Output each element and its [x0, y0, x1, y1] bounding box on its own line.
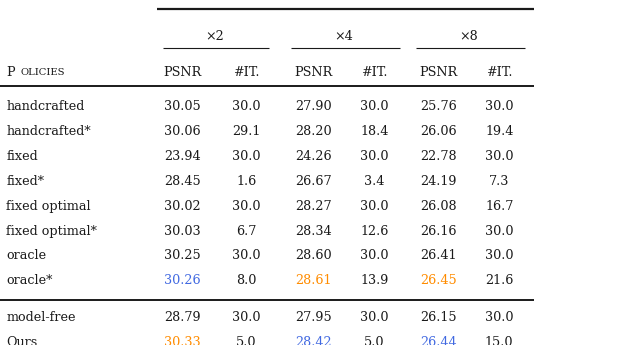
Text: 25.76: 25.76 — [420, 100, 457, 114]
Text: 18.4: 18.4 — [360, 125, 388, 138]
Text: fixed optimal: fixed optimal — [6, 200, 91, 213]
Text: ×8: ×8 — [459, 30, 478, 43]
Text: ×2: ×2 — [205, 30, 224, 43]
Text: 30.05: 30.05 — [164, 100, 201, 114]
Text: 30.02: 30.02 — [164, 200, 201, 213]
Text: 30.0: 30.0 — [485, 150, 513, 163]
Text: 5.0: 5.0 — [236, 336, 257, 345]
Text: 16.7: 16.7 — [485, 200, 513, 213]
Text: 30.0: 30.0 — [485, 225, 513, 238]
Text: 7.3: 7.3 — [489, 175, 509, 188]
Text: 24.19: 24.19 — [420, 175, 457, 188]
Text: #IT.: #IT. — [233, 66, 260, 79]
Text: 30.0: 30.0 — [232, 200, 260, 213]
Text: fixed optimal*: fixed optimal* — [6, 225, 97, 238]
Text: 26.08: 26.08 — [420, 200, 457, 213]
Text: 28.79: 28.79 — [164, 311, 201, 324]
Text: handcrafted: handcrafted — [6, 100, 84, 114]
Text: 24.26: 24.26 — [295, 150, 332, 163]
Text: PSNR: PSNR — [419, 66, 458, 79]
Text: oracle*: oracle* — [6, 274, 52, 287]
Text: 8.0: 8.0 — [236, 274, 257, 287]
Text: 3.4: 3.4 — [364, 175, 385, 188]
Text: 12.6: 12.6 — [360, 225, 388, 238]
Text: fixed: fixed — [6, 150, 38, 163]
Text: 30.0: 30.0 — [360, 200, 388, 213]
Text: 28.34: 28.34 — [295, 225, 332, 238]
Text: fixed*: fixed* — [6, 175, 44, 188]
Text: 30.0: 30.0 — [485, 100, 513, 114]
Text: ×4: ×4 — [334, 30, 353, 43]
Text: 28.60: 28.60 — [295, 249, 332, 263]
Text: 5.0: 5.0 — [364, 336, 385, 345]
Text: 1.6: 1.6 — [236, 175, 257, 188]
Text: 30.0: 30.0 — [360, 100, 388, 114]
Text: 28.61: 28.61 — [295, 274, 332, 287]
Text: #IT.: #IT. — [361, 66, 388, 79]
Text: 30.06: 30.06 — [164, 125, 201, 138]
Text: 30.0: 30.0 — [232, 311, 260, 324]
Text: 30.25: 30.25 — [164, 249, 201, 263]
Text: PSNR: PSNR — [294, 66, 333, 79]
Text: 28.42: 28.42 — [295, 336, 332, 345]
Text: 22.78: 22.78 — [420, 150, 457, 163]
Text: 27.90: 27.90 — [295, 100, 332, 114]
Text: 30.0: 30.0 — [360, 150, 388, 163]
Text: 26.16: 26.16 — [420, 225, 457, 238]
Text: PSNR: PSNR — [163, 66, 202, 79]
Text: 30.0: 30.0 — [360, 249, 388, 263]
Text: 26.06: 26.06 — [420, 125, 457, 138]
Text: 28.20: 28.20 — [295, 125, 332, 138]
Text: 26.45: 26.45 — [420, 274, 457, 287]
Text: 30.0: 30.0 — [485, 249, 513, 263]
Text: 30.0: 30.0 — [232, 150, 260, 163]
Text: 23.94: 23.94 — [164, 150, 201, 163]
Text: 27.95: 27.95 — [295, 311, 332, 324]
Text: 26.15: 26.15 — [420, 311, 457, 324]
Text: 30.26: 30.26 — [164, 274, 201, 287]
Text: 30.03: 30.03 — [164, 225, 201, 238]
Text: 30.0: 30.0 — [232, 249, 260, 263]
Text: 30.0: 30.0 — [360, 311, 388, 324]
Text: 15.0: 15.0 — [485, 336, 513, 345]
Text: OLICIES: OLICIES — [20, 68, 65, 77]
Text: 28.45: 28.45 — [164, 175, 201, 188]
Text: oracle: oracle — [6, 249, 47, 263]
Text: 6.7: 6.7 — [236, 225, 257, 238]
Text: Ours: Ours — [6, 336, 38, 345]
Text: 19.4: 19.4 — [485, 125, 513, 138]
Text: 30.0: 30.0 — [232, 100, 260, 114]
Text: handcrafted*: handcrafted* — [6, 125, 91, 138]
Text: 29.1: 29.1 — [232, 125, 260, 138]
Text: 13.9: 13.9 — [360, 274, 388, 287]
Text: 30.0: 30.0 — [485, 311, 513, 324]
Text: 28.27: 28.27 — [295, 200, 332, 213]
Text: 26.44: 26.44 — [420, 336, 457, 345]
Text: P: P — [6, 66, 15, 79]
Text: 26.41: 26.41 — [420, 249, 457, 263]
Text: #IT.: #IT. — [486, 66, 513, 79]
Text: model-free: model-free — [6, 311, 76, 324]
Text: 21.6: 21.6 — [485, 274, 513, 287]
Text: 30.33: 30.33 — [164, 336, 201, 345]
Text: 26.67: 26.67 — [295, 175, 332, 188]
